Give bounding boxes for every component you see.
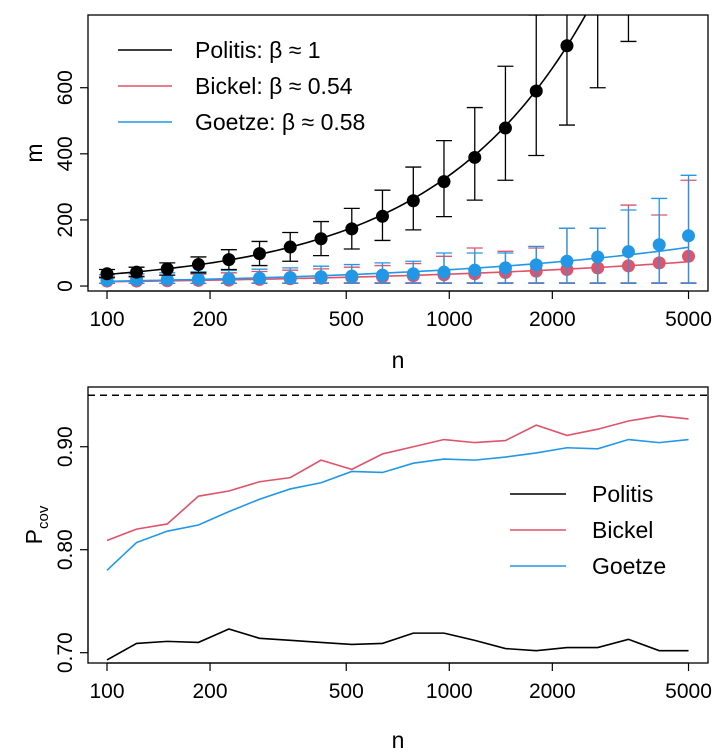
- top-x-tick-label-1000: 1000: [426, 308, 473, 331]
- top-x-tick-label-2000: 2000: [529, 308, 576, 331]
- point-politis-0: [100, 267, 114, 281]
- bottom-x-tick-label-200: 200: [193, 680, 228, 703]
- point-goetze-5: [253, 271, 267, 285]
- top-x-tick-label-500: 500: [329, 308, 364, 331]
- top-plot-frame: [87, 14, 709, 292]
- point-politis-13: [498, 121, 512, 135]
- line-goetze: [106, 438, 689, 571]
- bottom-y-tick-label-0-8: 0.80: [54, 529, 77, 570]
- bottom-y-tick-label-0-9: 0.90: [54, 426, 77, 467]
- bottom-y-axis-title-main: P: [21, 529, 47, 544]
- point-goetze-2: [160, 272, 174, 286]
- top-x-axis: 100 200 500 1000 2000 5000: [89, 290, 712, 331]
- top-plot-area: [99, 15, 697, 288]
- point-goetze-17: [621, 245, 635, 259]
- bottom-x-tick-label-1000: 1000: [426, 680, 473, 703]
- legend-label-politis: Politis: [592, 481, 653, 507]
- point-politis-10: [406, 194, 420, 208]
- top-y-tick-label-600: 600: [54, 70, 77, 105]
- point-goetze-12: [468, 263, 482, 277]
- bottom-y-axis: 0.70 0.80 0.90: [54, 426, 89, 673]
- point-goetze-11: [437, 265, 451, 279]
- point-goetze-9: [375, 268, 389, 282]
- point-politis-7: [314, 232, 328, 246]
- point-goetze-16: [591, 250, 605, 264]
- point-politis-1: [130, 265, 144, 279]
- legend-label-bickel: Bickel: [592, 517, 653, 543]
- top-y-axis-title: m: [21, 143, 47, 162]
- point-goetze-4: [222, 272, 236, 286]
- point-politis-4: [222, 253, 236, 267]
- top-legend: Politis: β ≈ 1 Bickel: β ≈ 0.54 Goetze: …: [118, 37, 365, 135]
- top-y-axis: 0 200 400 600: [54, 70, 89, 292]
- legend-label-bickel: Bickel: β ≈ 0.54: [195, 73, 353, 99]
- point-goetze-15: [560, 254, 574, 268]
- point-goetze-19: [682, 229, 696, 243]
- legend-label-goetze: Goetze: [592, 553, 666, 579]
- bottom-y-axis-title-subscript: cov: [35, 505, 52, 529]
- top-panel-m-vs-n: 100 200 500 1000 2000 5000 0 200 400 600 n m Pol…: [21, 14, 712, 373]
- bottom-y-axis-title: Pcov: [21, 505, 52, 544]
- top-x-tick-label-5000: 5000: [665, 308, 712, 331]
- series-politis: [99, 15, 637, 281]
- point-politis-8: [345, 222, 359, 236]
- top-y-tick-label-400: 400: [54, 136, 77, 171]
- bottom-plot-area: [88, 394, 708, 661]
- top-y-tick-label-0: 0: [54, 280, 77, 292]
- point-goetze-3: [191, 272, 205, 286]
- bottom-x-tick-label-2000: 2000: [529, 680, 576, 703]
- bottom-x-axis: 100 200 500 1000 2000 5000: [89, 662, 712, 703]
- point-politis-12: [468, 150, 482, 164]
- top-x-tick-label-200: 200: [193, 308, 228, 331]
- top-x-axis-title: n: [392, 347, 405, 373]
- point-politis-15: [560, 39, 574, 53]
- bottom-panel-pcov-vs-n: 100 200 500 1000 2000 5000 0.70 0.80 0.90 n Pco…: [21, 386, 712, 753]
- point-goetze-13: [498, 261, 512, 275]
- point-politis-6: [283, 240, 297, 254]
- point-politis-11: [437, 175, 451, 189]
- point-politis-3: [191, 258, 205, 272]
- legend-label-politis: Politis: β ≈ 1: [195, 37, 321, 63]
- legend-label-goetze: Goetze: β ≈ 0.58: [195, 109, 365, 135]
- bottom-legend: Politis Bickel Goetze: [510, 481, 666, 579]
- line-politis: [106, 628, 689, 661]
- top-y-tick-label-200: 200: [54, 202, 77, 237]
- point-politis-9: [375, 209, 389, 223]
- bottom-x-tick-label-100: 100: [89, 680, 124, 703]
- bottom-x-tick-label-500: 500: [329, 680, 364, 703]
- bottom-y-tick-label-0-7: 0.70: [54, 632, 77, 673]
- point-goetze-6: [283, 270, 297, 284]
- point-politis-2: [160, 262, 174, 276]
- bottom-x-axis-title: n: [392, 727, 405, 753]
- point-goetze-7: [314, 270, 328, 284]
- series-bickel: [99, 179, 697, 288]
- point-goetze-18: [652, 238, 666, 252]
- line-bickel: [106, 415, 689, 542]
- point-goetze-10: [406, 267, 420, 281]
- point-goetze-14: [529, 258, 543, 272]
- top-x-tick-label-100: 100: [89, 308, 124, 331]
- point-politis-14: [529, 84, 543, 98]
- point-politis-5: [253, 247, 267, 261]
- bottom-x-tick-label-5000: 5000: [665, 680, 712, 703]
- series-goetze: [99, 174, 697, 287]
- point-goetze-8: [345, 269, 359, 283]
